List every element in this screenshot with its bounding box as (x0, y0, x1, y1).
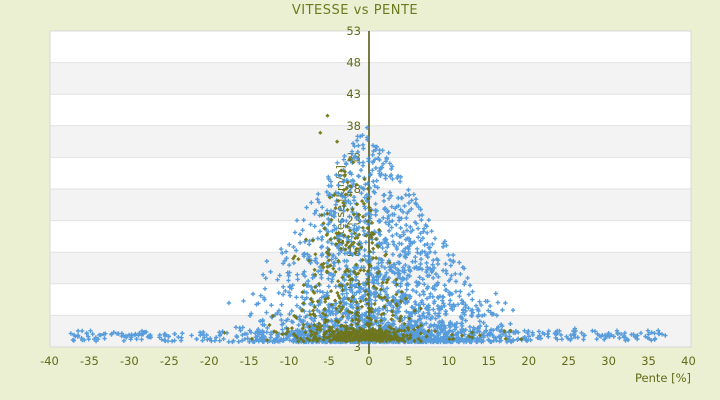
x-axis-tick-label: 0 (365, 354, 372, 368)
x-axis-tick-label: 15 (481, 354, 496, 368)
x-axis-title: Pente [%] (635, 371, 691, 385)
plot-border (49, 30, 692, 348)
x-axis-tick-label: -40 (40, 354, 59, 368)
plot-band (50, 125, 691, 158)
x-axis-tick-label: 5 (405, 354, 412, 368)
x-axis-tick-label: -5 (323, 354, 334, 368)
plot-band (50, 62, 691, 95)
y-axis-tick-label: 38 (346, 119, 361, 133)
x-axis-tick-label: -10 (280, 354, 299, 368)
x-axis-tick-label: 30 (601, 354, 616, 368)
x-axis-tick-label: 10 (442, 354, 457, 368)
y-axis-tick-label: 3 (354, 340, 361, 354)
y-axis-tick-label: 43 (346, 87, 361, 101)
x-axis-tick-label: -35 (80, 354, 99, 368)
x-axis-tick-label: 25 (561, 354, 576, 368)
x-axis-tick-label: -25 (160, 354, 179, 368)
plot-band (50, 94, 691, 126)
y-axis-tick-label: 48 (346, 56, 361, 70)
x-axis-tick-label: -15 (240, 354, 259, 368)
x-axis-tick-label: -20 (200, 354, 219, 368)
y-axis-tick-label: 53 (346, 24, 361, 38)
x-axis-tick-label: 20 (521, 354, 536, 368)
x-axis-tick-label: 40 (681, 354, 696, 368)
x-axis-tick-label: -30 (120, 354, 139, 368)
plot-band (50, 31, 691, 63)
chart-title: VITESSE vs PENTE (291, 3, 419, 18)
x-axis-tick-label: 35 (641, 354, 656, 368)
